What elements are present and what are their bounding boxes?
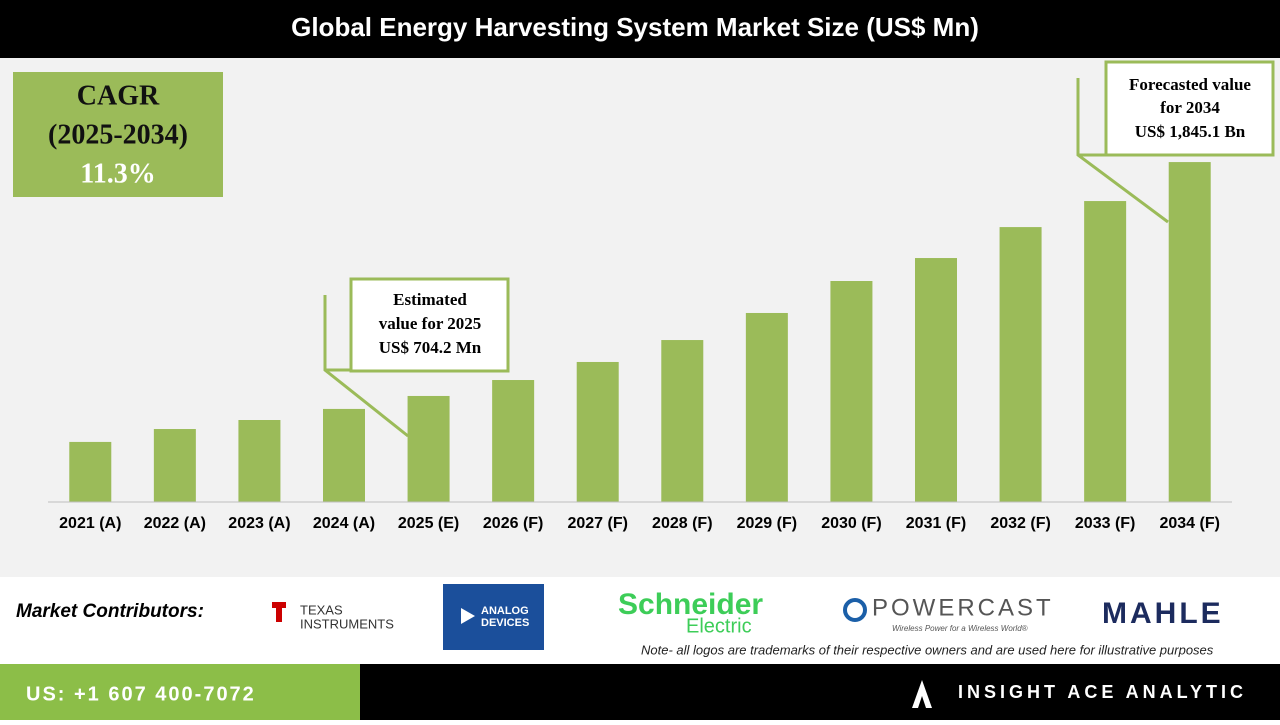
title-bar xyxy=(0,0,1280,58)
x-tick-label: 2033 (F) xyxy=(1075,515,1135,532)
logo-text: Schneider xyxy=(618,588,763,621)
annotation: US$ 704.2 Mn xyxy=(379,338,482,357)
brand-icon xyxy=(912,680,932,708)
cagr-box xyxy=(13,72,223,197)
logo-text: MAHLE xyxy=(1102,597,1224,630)
bar xyxy=(999,227,1042,502)
adi-icon xyxy=(461,608,475,624)
bar xyxy=(745,312,788,502)
logo-text: TEXAS xyxy=(300,602,343,617)
logo-text: Electric xyxy=(686,615,752,637)
bar xyxy=(238,419,281,502)
bar xyxy=(661,340,704,502)
annotation-box xyxy=(349,277,510,373)
phone-bar xyxy=(0,664,360,720)
brand-bar xyxy=(360,664,1280,720)
bar xyxy=(576,361,619,502)
x-tick-label: 2023 (A) xyxy=(228,515,290,532)
ti-icon xyxy=(272,602,286,622)
x-tick-label: 2021 (A) xyxy=(59,515,121,532)
annotation-box xyxy=(1104,60,1275,157)
plot: 2021 (A) 2022 (A) 2023 (A) 2024 (A) 2025 (E)… xyxy=(59,162,1220,532)
logo-bg xyxy=(0,577,1280,664)
logo-text: Wireless Power for a Wireless World® xyxy=(892,624,1028,633)
logo-text: INSTRUMENTS xyxy=(300,616,394,631)
x-tick-label: 2025 (E) xyxy=(398,515,459,532)
note: Note- all logos are trademarks of their … xyxy=(641,642,1214,657)
x-tick-label: 2028 (F) xyxy=(652,515,712,532)
x-tick-label: 2031 (F) xyxy=(906,515,966,532)
x-tick-label: 2034 (F) xyxy=(1159,515,1219,532)
powercast-icon xyxy=(843,598,867,622)
bar xyxy=(1084,201,1127,502)
bar xyxy=(69,441,112,502)
cagr-period: (2025-2034) xyxy=(48,119,188,150)
adi-logo xyxy=(443,584,544,650)
x-tick-label: 2032 (F) xyxy=(990,515,1050,532)
bar xyxy=(830,281,873,502)
x-tick-label: 2029 (F) xyxy=(737,515,797,532)
x-tick-label: 2026 (F) xyxy=(483,515,543,532)
cagr-label: CAGR xyxy=(77,80,160,111)
annotation: Forecasted value xyxy=(1129,75,1251,94)
brand: INSIGHT ACE ANALYTIC xyxy=(958,682,1247,702)
phone: US: +1 607 400-7072 xyxy=(26,683,256,705)
bar xyxy=(323,408,365,502)
contributors-label: Market Contributors: xyxy=(16,601,204,622)
x-tick-label: 2024 (A) xyxy=(313,515,375,532)
annotation: Estimated xyxy=(393,290,467,309)
x-tick-label: 2030 (F) xyxy=(821,515,881,532)
logo-text: POWERCAST xyxy=(872,594,1054,621)
bar xyxy=(492,380,535,502)
x-tick-label: 2022 (A) xyxy=(144,515,206,532)
bar xyxy=(1168,162,1211,503)
annotation: value for 2025 xyxy=(379,314,482,333)
bar xyxy=(915,258,957,502)
bar xyxy=(153,429,196,502)
annotation: for 2034 xyxy=(1160,98,1220,117)
chart-title: Global Energy Harvesting System Market S… xyxy=(291,12,979,42)
logo-text: DEVICES xyxy=(481,617,529,629)
annotation: US$ 1,845.1 Bn xyxy=(1135,122,1246,141)
bar xyxy=(407,395,450,502)
cagr-value: 11.3% xyxy=(80,158,155,189)
logo-text: ANALOG xyxy=(481,605,529,617)
x-tick-label: 2027 (F) xyxy=(567,515,627,532)
